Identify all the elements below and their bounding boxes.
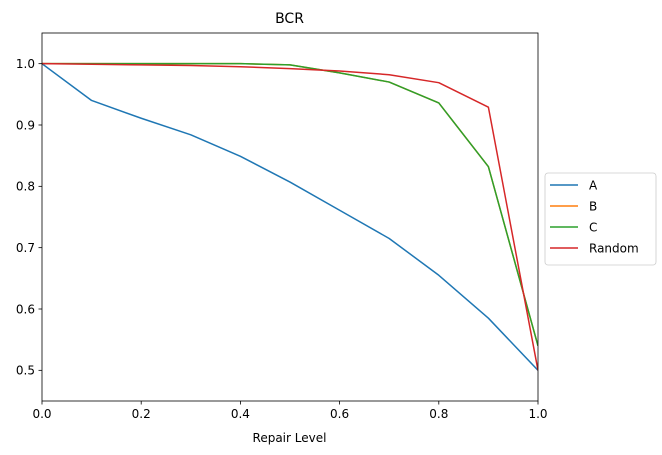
- series-line-a: [42, 63, 538, 371]
- plot-frame: [41, 32, 539, 402]
- x-axis-title: Repair Level: [253, 431, 327, 445]
- y-tick-label: 0.9: [16, 118, 35, 132]
- series-line-random: [42, 62, 538, 371]
- y-tick-label: 0.6: [16, 302, 35, 316]
- x-axis-ticks: 0.0 0.2 0.4 0.6 0.8 1.0: [32, 401, 548, 421]
- y-tick-label: 0.7: [16, 241, 35, 255]
- legend-label-c: C: [589, 220, 597, 234]
- y-tick-label: 1.0: [16, 57, 35, 71]
- x-tick-label: 0.6: [330, 407, 349, 421]
- legend-label-b: B: [589, 199, 597, 213]
- legend-label-random: Random: [589, 241, 639, 255]
- x-tick-label: 0.2: [132, 407, 151, 421]
- y-axis-ticks: 0.5 0.6 0.7 0.8 0.9 1.0: [16, 57, 42, 378]
- legend-label-a: A: [589, 178, 598, 192]
- y-tick-label: 0.5: [16, 364, 35, 378]
- x-tick-label: 0.4: [231, 407, 250, 421]
- plot-area: [41, 32, 539, 402]
- y-tick-label: 0.8: [16, 180, 35, 194]
- series-line-b: [42, 62, 538, 347]
- x-tick-label: 1.0: [528, 407, 547, 421]
- x-tick-label: 0.8: [429, 407, 448, 421]
- series-line-c: [42, 62, 538, 347]
- x-tick-label: 0.0: [32, 407, 51, 421]
- legend: ABC Random: [544, 172, 657, 266]
- legend-frame: [544, 172, 657, 266]
- chart-title: BCR: [275, 11, 304, 27]
